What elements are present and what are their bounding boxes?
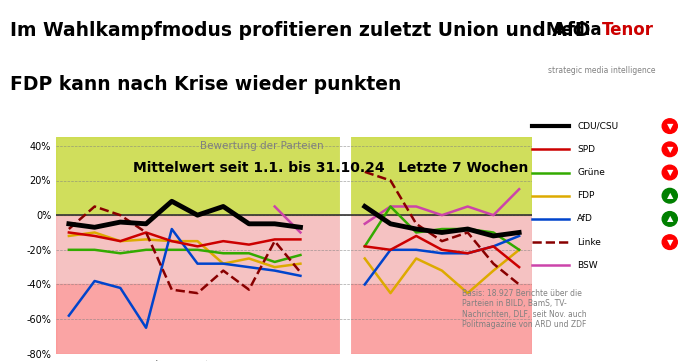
Circle shape [662, 235, 678, 249]
Text: Media: Media [545, 21, 602, 39]
Text: Tenor: Tenor [602, 21, 654, 39]
Circle shape [662, 188, 678, 203]
Circle shape [662, 119, 678, 134]
Text: Mittelwert seit 1.1. bis 31.10.24: Mittelwert seit 1.1. bis 31.10.24 [133, 161, 385, 175]
Text: ▼: ▼ [666, 122, 673, 131]
Text: FDP: FDP [578, 191, 595, 200]
Circle shape [662, 142, 678, 157]
Circle shape [662, 165, 678, 180]
Text: ▲: ▲ [666, 214, 673, 223]
Circle shape [662, 212, 678, 226]
Text: Bewertung der Parteien: Bewertung der Parteien [200, 141, 323, 151]
Bar [56, 137, 532, 215]
Text: ▼: ▼ [666, 145, 673, 154]
Text: ▼: ▼ [666, 238, 673, 247]
Text: Grüne: Grüne [578, 168, 606, 177]
Text: strategic media intelligence: strategic media intelligence [548, 66, 656, 75]
Text: Letzte 7 Wochen: Letzte 7 Wochen [398, 161, 528, 175]
Text: Linke: Linke [578, 238, 601, 247]
Text: ▼: ▼ [666, 168, 673, 177]
Text: Im Wahlkampfmodus profitieren zuletzt Union und AfD: Im Wahlkampfmodus profitieren zuletzt Un… [10, 21, 591, 40]
Text: FDP kann nach Krise wieder punkten: FDP kann nach Krise wieder punkten [10, 75, 402, 95]
Text: AfD: AfD [578, 214, 593, 223]
Text: ▲: ▲ [666, 191, 673, 200]
Text: SPD: SPD [578, 145, 596, 154]
Bar [56, 284, 532, 354]
Text: Basis: 18.927 Berichte über die
Parteien in BILD, BamS, TV-
Nachrichten, DLF, se: Basis: 18.927 Berichte über die Parteien… [462, 289, 587, 329]
Text: BSW: BSW [578, 261, 598, 270]
Bar [56, 215, 532, 354]
Text: CDU/CSU: CDU/CSU [578, 122, 619, 131]
